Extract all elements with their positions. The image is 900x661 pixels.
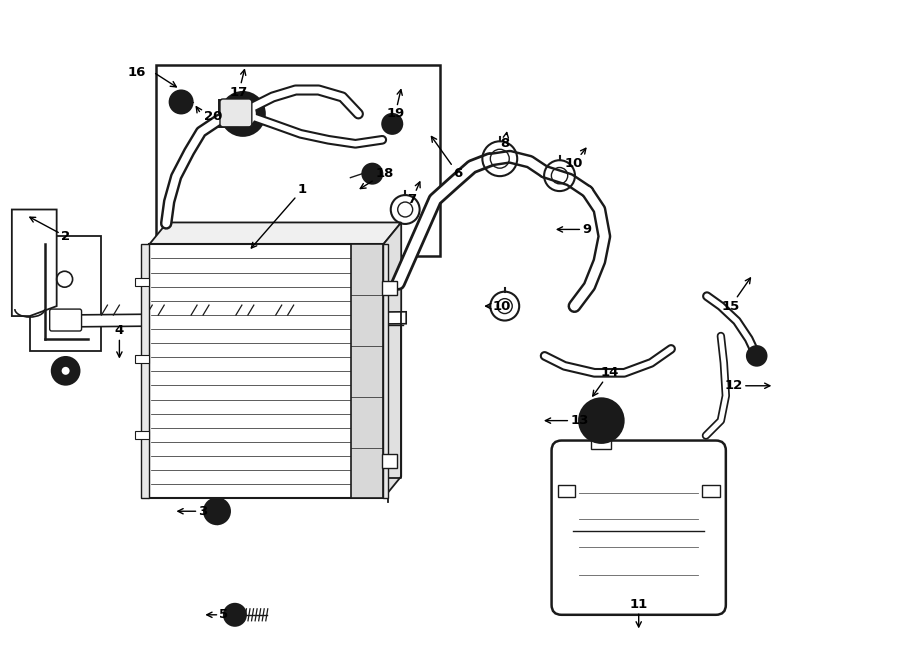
Circle shape [747, 346, 767, 366]
Text: 16: 16 [127, 65, 146, 79]
FancyBboxPatch shape [220, 99, 252, 127]
Bar [351, 245, 383, 498]
Bar [141, 245, 149, 498]
Text: 10: 10 [564, 148, 586, 170]
Circle shape [580, 399, 624, 442]
Text: 20: 20 [203, 110, 222, 124]
Bar [135, 355, 149, 363]
Text: 13: 13 [545, 414, 589, 427]
Bar [382, 281, 397, 295]
Polygon shape [12, 210, 57, 316]
Circle shape [230, 101, 256, 127]
FancyBboxPatch shape [50, 309, 82, 331]
Polygon shape [149, 223, 401, 245]
Text: 18: 18 [360, 167, 393, 188]
Circle shape [61, 367, 69, 375]
Text: 14: 14 [593, 366, 618, 396]
Bar [591, 430, 611, 449]
Bar [702, 485, 720, 497]
Text: 11: 11 [630, 598, 648, 627]
Text: 5: 5 [207, 608, 229, 621]
Polygon shape [57, 312, 406, 327]
Bar [557, 485, 575, 497]
Text: 19: 19 [386, 90, 404, 120]
Bar [383, 245, 388, 498]
Circle shape [382, 114, 402, 134]
Polygon shape [383, 223, 401, 498]
Circle shape [170, 91, 193, 114]
Circle shape [224, 604, 246, 626]
Text: 17: 17 [230, 69, 248, 98]
Circle shape [363, 164, 382, 184]
Text: 15: 15 [722, 278, 751, 313]
Bar [157, 65, 440, 256]
Text: 9: 9 [557, 223, 591, 236]
Polygon shape [219, 100, 253, 127]
Bar [149, 245, 383, 498]
FancyBboxPatch shape [552, 440, 725, 615]
Text: 4: 4 [115, 325, 124, 357]
Circle shape [221, 92, 265, 136]
Circle shape [204, 498, 230, 524]
Text: 2: 2 [30, 217, 70, 243]
Circle shape [175, 95, 187, 108]
Circle shape [57, 362, 75, 380]
Text: 1: 1 [251, 183, 307, 248]
Text: 6: 6 [431, 136, 463, 180]
Bar [135, 431, 149, 439]
Circle shape [51, 357, 79, 385]
Bar [135, 278, 149, 286]
Text: 7: 7 [408, 182, 420, 206]
Text: 8: 8 [500, 132, 509, 150]
Bar [30, 237, 102, 351]
Text: 3: 3 [178, 505, 208, 518]
Bar [382, 454, 397, 468]
Text: 12: 12 [724, 379, 770, 392]
Text: 10: 10 [486, 299, 511, 313]
